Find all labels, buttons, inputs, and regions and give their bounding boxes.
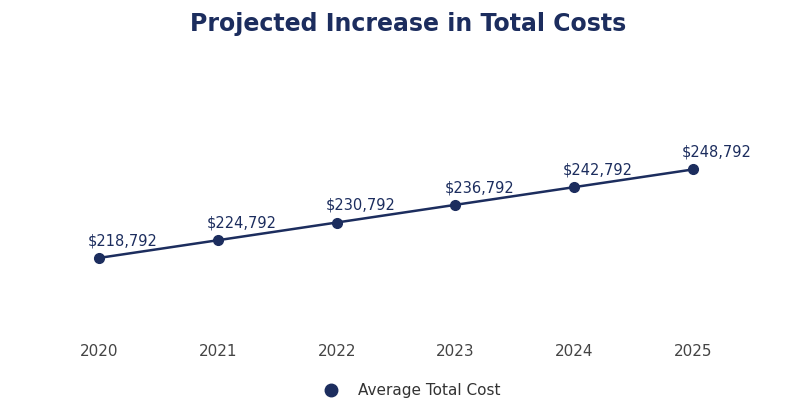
Text: $236,792: $236,792 <box>444 180 514 195</box>
Text: $218,792: $218,792 <box>88 233 158 248</box>
Legend: Average Total Cost: Average Total Cost <box>310 377 506 400</box>
Text: $230,792: $230,792 <box>326 198 395 213</box>
Text: $248,792: $248,792 <box>682 145 752 160</box>
Text: $224,792: $224,792 <box>207 216 277 230</box>
Title: Projected Increase in Total Costs: Projected Increase in Total Costs <box>190 12 626 36</box>
Text: $242,792: $242,792 <box>563 162 633 178</box>
